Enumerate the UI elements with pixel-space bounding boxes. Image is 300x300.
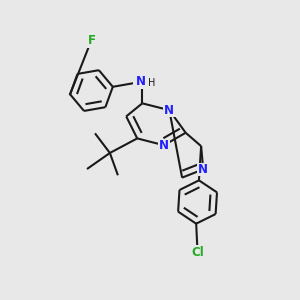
Text: F: F: [87, 34, 95, 46]
Bar: [134, 74, 154, 89]
Text: H: H: [148, 78, 155, 88]
Bar: [197, 163, 209, 176]
Text: N: N: [164, 104, 174, 117]
Text: N: N: [198, 163, 208, 176]
Text: N: N: [136, 75, 146, 88]
Bar: [158, 139, 170, 152]
Text: N: N: [159, 139, 169, 152]
Text: Cl: Cl: [191, 246, 204, 259]
Bar: [163, 103, 176, 117]
